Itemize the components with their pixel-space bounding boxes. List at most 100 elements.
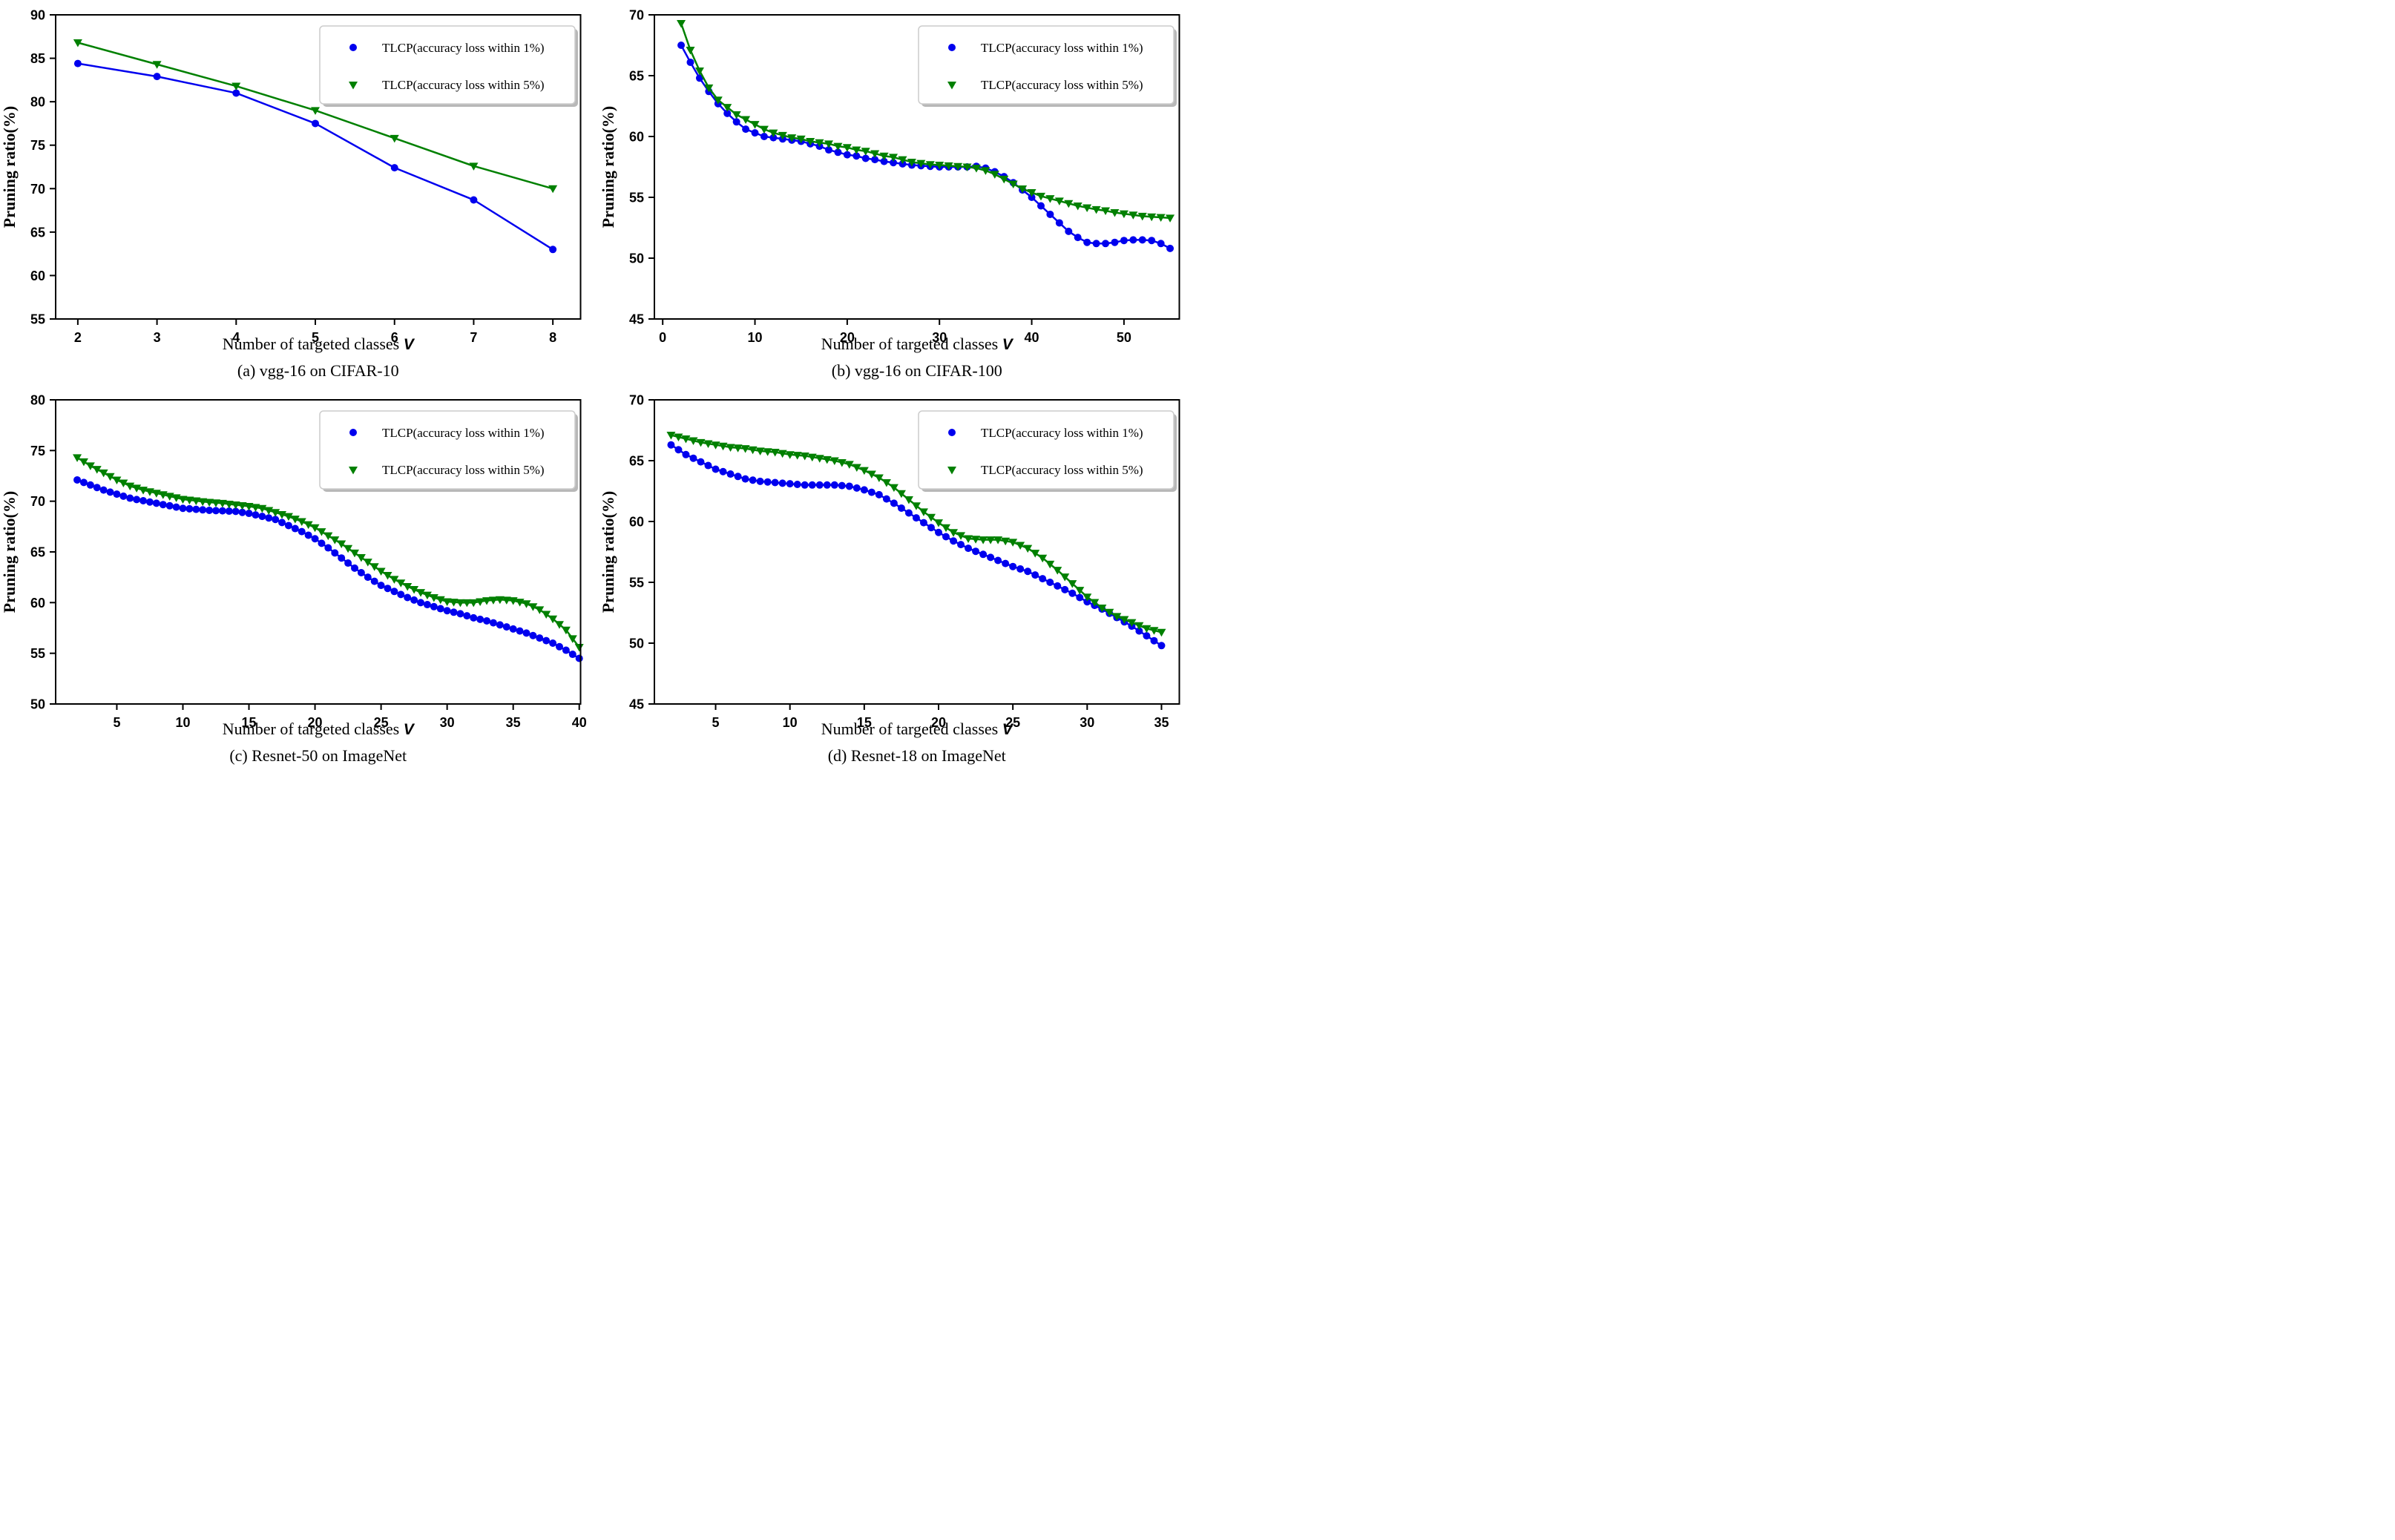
data-point-triangle <box>403 582 413 591</box>
data-point-triangle <box>449 599 459 607</box>
x-tick-label: 20 <box>840 330 855 345</box>
data-point-circle <box>232 89 240 97</box>
x-tick-label: 25 <box>1005 715 1020 730</box>
data-point-triangle <box>696 438 706 447</box>
data-point-triangle <box>495 596 505 605</box>
data-point-triangle <box>755 447 765 455</box>
data-point-triangle <box>1082 204 1092 212</box>
data-point-circle <box>1129 236 1137 244</box>
data-point-triangle <box>1038 554 1048 563</box>
series-markers-5pct <box>677 20 1175 223</box>
data-point-circle <box>897 504 905 512</box>
data-point-triangle <box>898 156 907 165</box>
data-point-triangle <box>733 444 743 453</box>
data-point-triangle <box>1127 619 1137 628</box>
data-point-triangle <box>889 484 898 493</box>
data-point-circle <box>113 490 121 498</box>
data-point-circle <box>73 476 82 484</box>
data-point-circle <box>1046 210 1054 218</box>
data-point-triangle <box>713 96 723 105</box>
data-point-circle <box>852 484 861 492</box>
data-point-triangle <box>119 479 128 488</box>
data-point-circle <box>957 541 965 549</box>
data-point-triangle <box>896 490 906 498</box>
data-point-circle <box>845 482 853 490</box>
x-tick-label: 10 <box>748 330 763 345</box>
data-point-triangle <box>1082 593 1092 602</box>
data-point-triangle <box>277 510 287 519</box>
data-point-circle <box>423 601 431 609</box>
data-point-circle <box>1102 240 1110 248</box>
data-point-circle <box>763 478 772 486</box>
data-point-circle <box>838 481 846 490</box>
data-point-circle <box>549 246 557 254</box>
data-point-circle <box>1028 194 1036 201</box>
legend-label: TLCP(accuracy loss within 5%) <box>382 463 545 477</box>
data-point-circle <box>185 504 194 513</box>
data-point-circle <box>502 623 510 631</box>
data-point-triangle <box>1119 210 1128 219</box>
data-point-triangle <box>303 521 313 530</box>
data-point-circle <box>1157 240 1165 248</box>
data-point-circle <box>1166 244 1174 252</box>
data-point-triangle <box>748 446 758 455</box>
data-point-triangle <box>689 437 698 445</box>
data-point-circle <box>165 501 174 510</box>
data-point-circle <box>133 496 141 504</box>
data-point-triangle <box>369 563 379 571</box>
data-point-triangle <box>785 451 795 459</box>
data-point-triangle <box>723 104 732 112</box>
data-point-triangle <box>390 576 399 584</box>
series-markers-1pct <box>73 59 557 254</box>
y-tick-label: 80 <box>30 95 45 110</box>
data-point-circle <box>861 154 870 162</box>
data-point-triangle <box>990 171 999 179</box>
x-tick-label: 35 <box>1154 715 1169 730</box>
data-point-triangle <box>178 496 188 504</box>
chart-d-resnet18-imagenet: 5 10 15 20 25 30 35 45 50 55 60 65 70 Number of targe… <box>599 385 1198 770</box>
data-point-triangle <box>703 440 713 449</box>
data-point-triangle <box>152 61 162 69</box>
data-point-circle <box>476 615 484 623</box>
data-point-triangle <box>815 455 824 463</box>
data-point-circle <box>152 499 160 507</box>
data-point-triangle <box>859 467 869 476</box>
data-point-triangle <box>488 596 498 605</box>
data-point-circle <box>470 196 478 204</box>
data-point-triangle <box>502 596 511 605</box>
data-point-circle <box>73 59 82 68</box>
data-point-circle <box>225 507 233 516</box>
data-point-triangle <box>942 524 950 533</box>
chart-caption: (d) Resnet-18 on ImageNet <box>828 746 1006 765</box>
data-point-triangle <box>548 185 558 194</box>
y-tick-label: 75 <box>30 444 45 458</box>
data-point-triangle <box>979 536 988 544</box>
data-point-circle <box>751 129 759 137</box>
data-point-triangle <box>711 441 720 450</box>
y-tick-label: 65 <box>30 545 45 560</box>
plot-border <box>55 14 582 320</box>
y-tick-label: 60 <box>629 515 644 530</box>
data-point-circle <box>311 535 319 543</box>
legend-box <box>918 25 1174 105</box>
data-point-triangle <box>1149 627 1159 635</box>
data-point-triangle <box>1018 185 1028 194</box>
x-tick-label: 20 <box>308 715 323 730</box>
data-point-circle <box>760 133 768 140</box>
data-point-circle <box>206 506 214 514</box>
data-point-triangle <box>422 591 432 600</box>
data-point-circle <box>516 627 524 635</box>
data-point-circle <box>357 569 365 576</box>
data-point-circle <box>549 639 557 647</box>
y-tick-label: 60 <box>629 130 644 145</box>
x-tick-label: 10 <box>783 715 798 730</box>
data-point-circle <box>1120 237 1128 245</box>
data-point-circle <box>843 151 851 159</box>
data-point-triangle <box>92 466 102 474</box>
data-point-circle <box>904 509 913 517</box>
y-tick-label: 70 <box>30 494 45 509</box>
data-point-circle <box>450 608 458 616</box>
data-point-triangle <box>158 491 168 499</box>
x-tick-label: 0 <box>659 330 666 345</box>
data-point-triangle <box>410 586 419 594</box>
